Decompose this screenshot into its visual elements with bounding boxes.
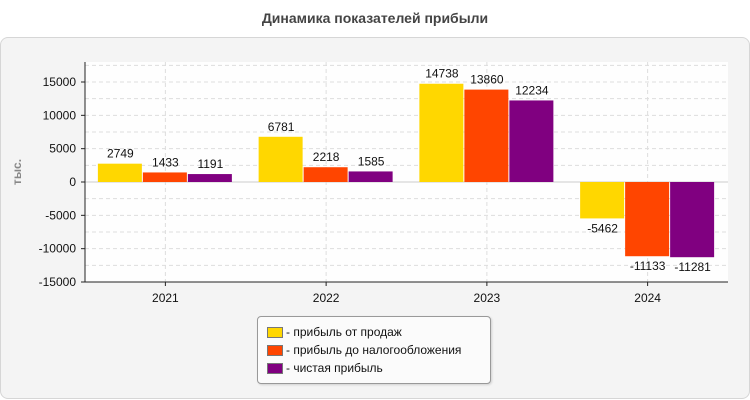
legend-label: прибыль до налогообложения <box>293 343 462 357</box>
legend-label: прибыль от продаж <box>293 325 402 339</box>
y-tick-label: 15000 <box>43 75 77 89</box>
y-tick-label: -5000 <box>45 208 76 222</box>
y-tick-label: -10000 <box>39 242 77 256</box>
bar-2024-1 <box>580 182 625 219</box>
data-label: 2749 <box>107 147 134 161</box>
bar-2021-1 <box>97 163 142 182</box>
x-tick-label: 2023 <box>474 291 501 305</box>
y-tick-label: 0 <box>69 175 76 189</box>
data-label: -5462 <box>587 221 618 235</box>
bar-2023-1 <box>419 83 464 182</box>
bar-2023-3 <box>509 100 554 182</box>
bar-2023-2 <box>464 89 509 182</box>
legend-swatch-sales-profit <box>267 326 283 338</box>
data-label: 6781 <box>268 120 295 134</box>
bar-2022-2 <box>303 167 348 182</box>
data-label: 2218 <box>313 150 340 164</box>
legend-prefix: - <box>286 343 290 357</box>
chart-legend: - прибыль от продаж - прибыль до налогоо… <box>257 316 491 384</box>
legend-swatch-pretax-profit <box>267 344 283 356</box>
bar-2024-2 <box>625 182 670 257</box>
legend-swatch-net-profit <box>267 362 283 374</box>
data-label: -11133 <box>630 259 666 273</box>
bar-2021-2 <box>142 172 187 182</box>
y-tick-label: -15000 <box>39 275 77 289</box>
data-label: 1433 <box>152 155 179 169</box>
x-tick-label: 2024 <box>634 291 661 305</box>
data-label: 1191 <box>197 157 223 171</box>
bar-2024-3 <box>670 182 715 258</box>
legend-prefix: - <box>286 361 290 375</box>
y-tick-label: 10000 <box>43 108 77 122</box>
data-label: 13860 <box>470 73 504 87</box>
bar-2022-1 <box>258 136 303 182</box>
legend-label: чистая прибыль <box>293 361 383 375</box>
y-tick-label: 5000 <box>49 142 76 156</box>
data-label: 12234 <box>515 83 549 97</box>
x-tick-label: 2022 <box>313 291 340 305</box>
bar-2022-3 <box>348 171 393 182</box>
legend-item-pretax-profit: - прибыль до налогообложения <box>267 342 461 358</box>
data-label: 1585 <box>358 154 385 168</box>
y-axis-title: тыс. <box>10 159 24 185</box>
bar-2021-3 <box>187 174 232 182</box>
legend-item-net-profit: - чистая прибыль <box>267 360 383 376</box>
data-label: 14738 <box>425 67 459 81</box>
legend-prefix: - <box>286 325 290 339</box>
data-label: -11281 <box>674 260 711 274</box>
x-tick-label: 2021 <box>152 291 179 305</box>
legend-item-sales-profit: - прибыль от продаж <box>267 324 402 340</box>
chart-title: Динамика показателей прибыли <box>261 10 489 26</box>
